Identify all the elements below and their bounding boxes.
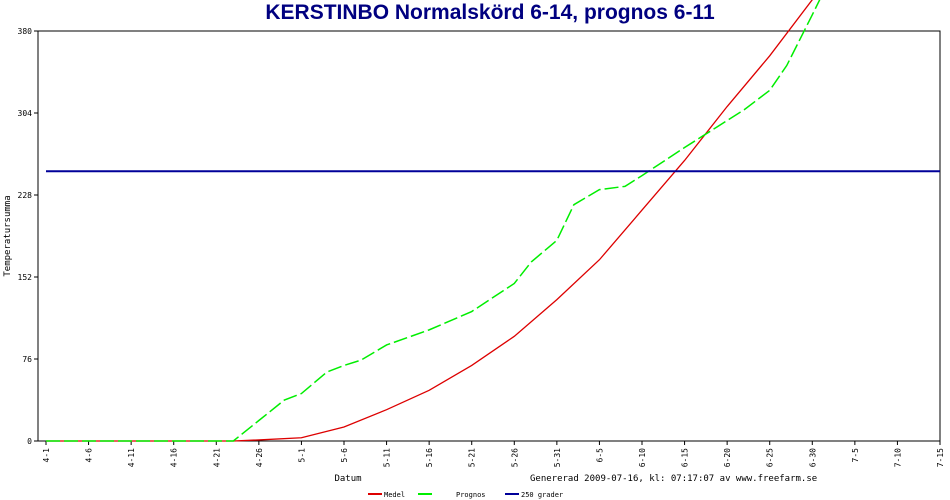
- legend-label: Medel: [384, 491, 405, 499]
- x-tick-label: 6-10: [638, 448, 647, 467]
- legend-label: 250 grader: [521, 491, 563, 499]
- x-tick-label: 4-1: [42, 448, 51, 463]
- x-tick-label: 6-5: [595, 448, 604, 463]
- y-tick-label: 380: [18, 27, 33, 36]
- plot-lines: [46, 0, 940, 442]
- x-axis-label: Datum: [334, 474, 361, 484]
- series-line: [46, 0, 813, 442]
- x-tick-label: 6-20: [723, 448, 732, 467]
- x-tick-label: 4-21: [212, 448, 221, 467]
- y-tick-label: 304: [18, 109, 33, 118]
- x-tick-label: 5-1: [297, 448, 306, 463]
- y-tick-label: 152: [18, 273, 33, 282]
- x-tick-label: 7-5: [851, 448, 860, 463]
- x-tick-label: 4-26: [255, 448, 264, 467]
- x-tick-label: 7-10: [893, 448, 902, 467]
- x-tick-label: 5-31: [553, 448, 562, 467]
- y-tick-label: 76: [22, 355, 32, 364]
- x-tick-label: 6-30: [808, 448, 817, 467]
- x-tick-label: 4-16: [170, 448, 179, 467]
- legend-label: Prognos: [456, 491, 486, 499]
- x-tick-label: 6-25: [766, 448, 775, 467]
- x-tick-label: 5-16: [425, 448, 434, 467]
- x-tick-label: 7-15: [936, 448, 945, 467]
- x-tick-label: 6-15: [681, 448, 690, 467]
- y-axis-label: Temperatursumma: [3, 195, 13, 276]
- y-tick-label: 228: [18, 191, 33, 200]
- x-tick-label: 5-6: [340, 448, 349, 463]
- x-tick-label: 5-26: [510, 448, 519, 467]
- plot-frame: [37, 30, 941, 442]
- footer: Genererad 2009-07-16, kl: 07:17:07 av ww…: [530, 474, 817, 484]
- x-tick-label: 4-6: [85, 448, 94, 463]
- x-tick-label: 5-21: [468, 448, 477, 467]
- series-line: [46, 0, 821, 442]
- chart-title: KERSTINBO Normalskörd 6-14, prognos 6-11: [265, 1, 715, 24]
- y-tick-label: 0: [27, 437, 32, 446]
- x-tick-label: 4-11: [127, 448, 136, 467]
- x-tick-label: 5-11: [383, 448, 392, 467]
